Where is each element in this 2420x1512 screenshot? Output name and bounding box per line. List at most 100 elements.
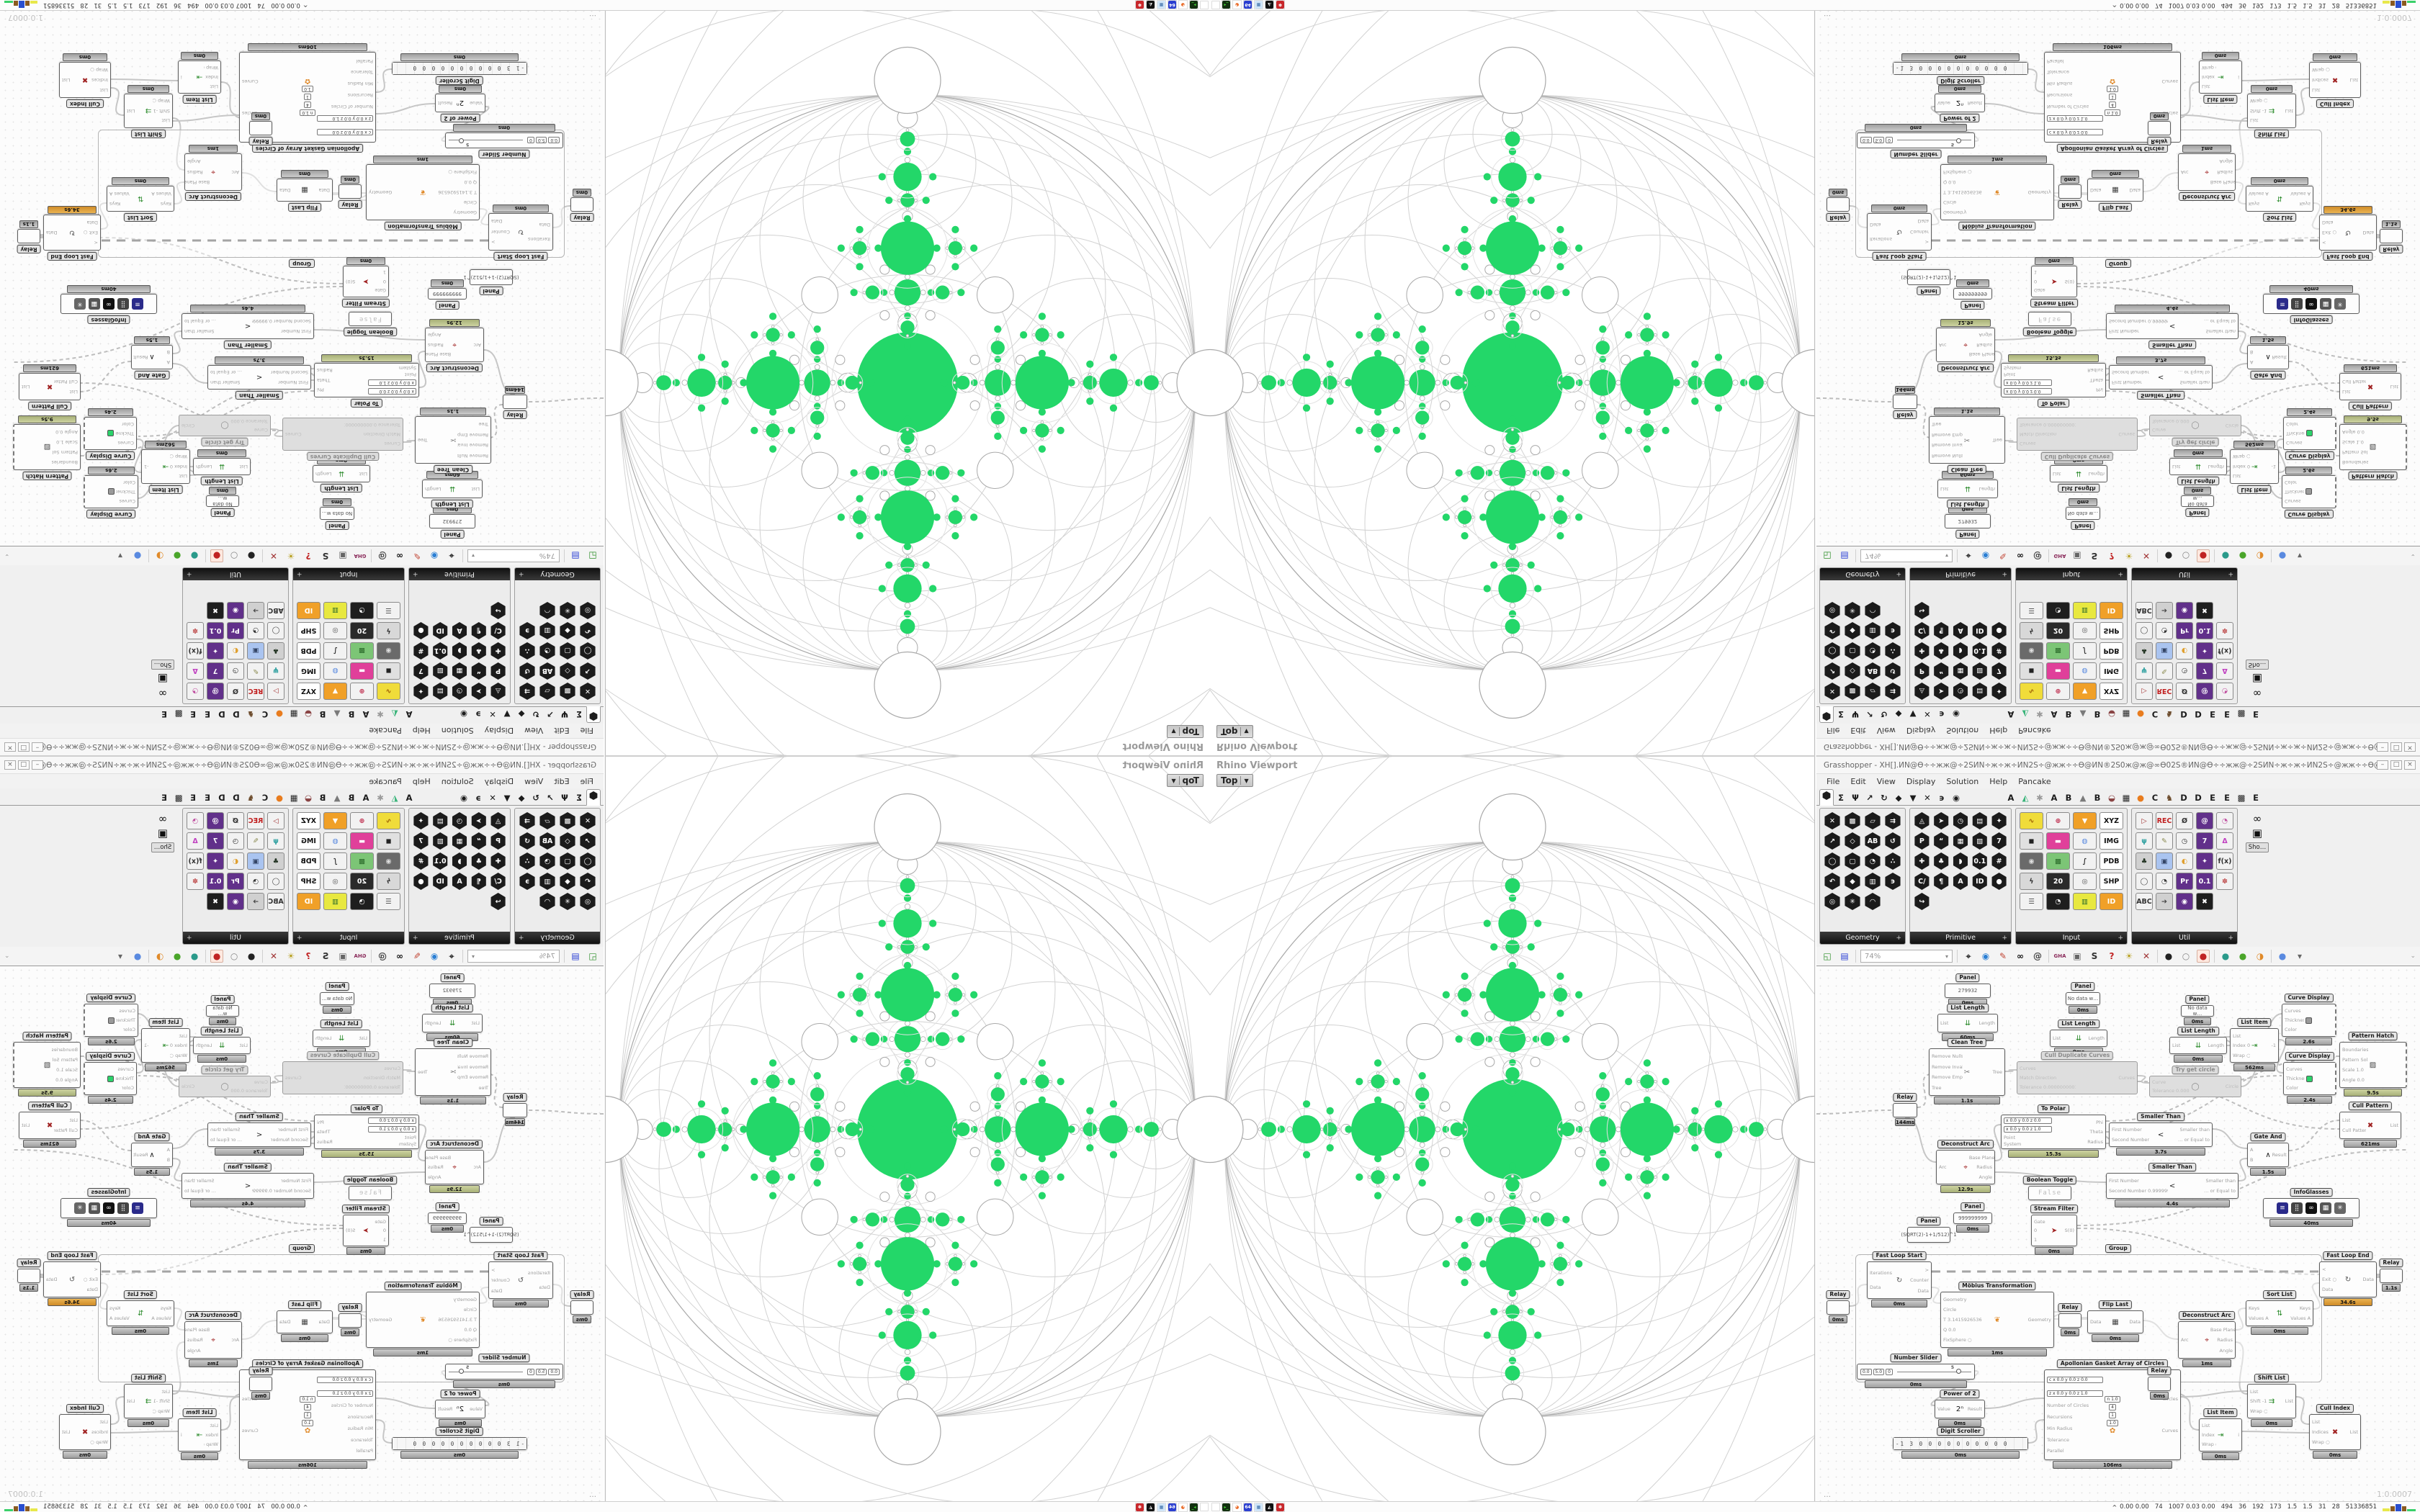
gh-node-cull-duplicate-curves-5[interactable]: Cull Duplicate Curves Curves Match Directi…: [282, 1051, 403, 1094]
gh-node-relay-38[interactable]: Relay 0ms: [248, 1367, 273, 1400]
material-green-icon[interactable]: ●: [2238, 951, 2247, 961]
gha-icon[interactable]: GHA: [2053, 553, 2066, 559]
component-icon-primitive-2[interactable]: ◷: [1953, 683, 1969, 700]
component-icon-util-21[interactable]: ➔: [2156, 893, 2173, 910]
component-icon-util-7[interactable]: ◷: [227, 662, 244, 680]
grasshopper-titlebar[interactable]: Grasshopper - XH[].ИN@Ө÷÷жж@÷2SИN÷ж÷ж÷ИN…: [0, 738, 604, 755]
component-icon-geometry-16[interactable]: ◎: [1824, 893, 1840, 910]
component-icon-input-15[interactable]: SHP: [2099, 622, 2123, 639]
component-icon-input-14[interactable]: ◎: [323, 622, 347, 639]
component-icon-util-1[interactable]: REC: [2156, 812, 2173, 829]
package-icon[interactable]: ?: [305, 551, 311, 561]
component-icon-primitive-4[interactable]: ✦: [413, 812, 429, 829]
digit-scroller-body[interactable]: -1 3 0 0 0 0 0 0 0 0 0 0: [393, 1438, 526, 1449]
component-icon-input-6[interactable]: ◍: [323, 662, 347, 680]
gh-node-sort-list-35[interactable]: Sort List 0ms Keys Values A ⇅ Keys Values A: [107, 1290, 174, 1335]
infoglasses-side-icon[interactable]: ∞: [2252, 687, 2262, 700]
tab-plugin-9[interactable]: ●: [275, 793, 284, 803]
gh-node-infoglasses-24[interactable]: InfoGlasses 40ms ≡ ⣿ ∞ ▦ ✳: [60, 1188, 157, 1227]
tab-params-6[interactable]: ▼: [503, 793, 511, 803]
component-icon-input-12[interactable]: ϟ: [377, 622, 400, 639]
slider-value[interactable]: 0: [1886, 1368, 1893, 1375]
component-icon-input-9[interactable]: ▩: [350, 642, 374, 660]
component-icon-util-11[interactable]: ▣: [2156, 642, 2173, 660]
component-icon-primitive-19[interactable]: ●: [1991, 622, 2007, 639]
gh-node-relay-34[interactable]: Relay 1.1s: [2379, 1259, 2403, 1292]
tab-plugin-3[interactable]: A: [2051, 793, 2058, 803]
tab-params-0[interactable]: [586, 789, 601, 806]
menu-item-solution[interactable]: Solution: [1946, 726, 1979, 736]
component-icon-util-20[interactable]: ABC: [2136, 893, 2153, 910]
menu-item-display[interactable]: Display: [484, 776, 514, 786]
gh-node-m-bius-transformation-27[interactable]: Möbius Transformation 1ms Geometry Circle T …: [366, 156, 480, 230]
sketch-pen-icon[interactable]: ✎: [1999, 551, 2007, 561]
component-icon-util-22[interactable]: ◉: [2176, 893, 2193, 910]
gh-node-flip-last-36[interactable]: Flip Last 0ms Data ▦ Data: [2087, 170, 2143, 212]
slider-knob[interactable]: [1956, 1368, 1961, 1374]
menu-item-pancake[interactable]: Pancake: [2018, 776, 2051, 786]
node-value[interactable]: x 0.0 y 0.0 z 0.0: [2004, 1117, 2052, 1124]
component-icon-input-9[interactable]: ▩: [2046, 852, 2070, 870]
gh-node-cull-duplicate-curves-5[interactable]: Cull Duplicate Curves Curves Match Directi…: [282, 418, 403, 461]
red-gear-app-icon[interactable]: ✽: [1276, 1502, 1285, 1512]
component-icon-geometry-6[interactable]: AB: [1864, 662, 1881, 680]
node-value[interactable]: 1.0: [302, 86, 313, 93]
node-value[interactable]: n 1.0: [2105, 109, 2120, 117]
component-icon-util-0[interactable]: ▷: [267, 683, 284, 700]
viewport-projection-button[interactable]: Top ▼: [1216, 774, 1253, 787]
tab-params-8[interactable]: ϶: [1939, 793, 1945, 803]
component-icon-input-5[interactable]: ▬: [350, 832, 374, 850]
component-icon-util-1[interactable]: REC: [2156, 683, 2173, 700]
component-icon-util-17[interactable]: Pr: [227, 873, 244, 890]
sketch-pen-icon[interactable]: ✎: [413, 551, 421, 561]
node-value[interactable]: x 0.0 y 0.0 z 0.0: [368, 1117, 416, 1124]
menu-item-edit[interactable]: Edit: [1850, 726, 1866, 736]
gh-node-panel-11[interactable]: Panel 0ms 999999999: [1953, 1202, 1992, 1233]
component-icon-input-16[interactable]: ☰: [2020, 602, 2043, 619]
component-icon-primitive-14[interactable]: #: [1991, 642, 2007, 660]
component-icon-primitive-19[interactable]: ●: [413, 873, 429, 890]
preview-shaded-icon[interactable]: ●: [210, 549, 223, 562]
component-icon-util-18[interactable]: 0.1: [2196, 622, 2213, 639]
component-icon-primitive-19[interactable]: ●: [1991, 873, 2007, 890]
gh-node-panel-12[interactable]: Panel (SQRT(2)-1+1/512)^1: [463, 269, 519, 295]
gh-node-fast-loop-end-33[interactable]: Fast Loop End 34.6s < Exit ○ Data ↻ Data: [43, 206, 101, 261]
component-icon-geometry-0[interactable]: ✕: [1824, 683, 1841, 700]
component-icon-input-11[interactable]: PDB: [2099, 852, 2123, 870]
bulb-icon[interactable]: ☀: [287, 951, 295, 961]
component-icon-geometry-9[interactable]: ▢: [1844, 642, 1861, 660]
tab-plugin-5[interactable]: ▲: [2079, 709, 2087, 719]
component-icon-input-19[interactable]: ID: [2099, 893, 2123, 910]
gh-node-stream-filter-10[interactable]: Stream Filter 0ms Gate 0 1 ➤ S(0): [342, 1205, 390, 1255]
palette-label-primitive[interactable]: Primitive +: [1910, 568, 2011, 580]
gh-node-infoglasses-24[interactable]: InfoGlasses 40ms ≡ ⣿ ∞ ▦ ✳: [2263, 285, 2360, 324]
gh-node-number-slider-29[interactable]: Number Slider 0ms 0.0 5.0 0 5: [1857, 124, 1975, 158]
gh-canvas[interactable]: Group Panel 0ms 279932 List Length 60ms List ⇊…: [0, 11, 604, 546]
node-value[interactable]: 1.0: [2107, 86, 2118, 93]
component-icon-util-10[interactable]: ♣: [2136, 642, 2153, 660]
tab-plugin-11[interactable]: ♞: [2165, 793, 2174, 803]
component-icon-primitive-17[interactable]: A: [1953, 622, 1969, 639]
gh-node-stream-filter-10[interactable]: Stream Filter 0ms Gate 0 1 ➤ S(0): [2030, 1205, 2078, 1255]
red-gear-app-icon[interactable]: ✽: [1135, 0, 1144, 10]
component-icon-primitive-6[interactable]: “: [470, 832, 487, 850]
component-icon-input-19[interactable]: ID: [297, 602, 321, 619]
tab-plugin-10[interactable]: C: [2151, 709, 2159, 719]
component-icon-util-8[interactable]: 7: [207, 662, 224, 680]
component-icon-input-10[interactable]: ∫: [323, 852, 347, 870]
component-icon-input-10[interactable]: ∫: [2073, 852, 2097, 870]
material-green-icon[interactable]: ●: [173, 951, 182, 961]
tab-plugin-2[interactable]: ✱: [377, 709, 384, 719]
node-value[interactable]: 4: [2109, 102, 2116, 109]
component-icon-util-16[interactable]: ◔: [2156, 622, 2173, 639]
digit-scroller-body[interactable]: -1 3 0 0 0 0 0 0 0 0 0 0: [393, 63, 526, 74]
slider-value[interactable]: 5.0: [535, 137, 547, 144]
node-value[interactable]: n 1.0: [300, 109, 315, 117]
